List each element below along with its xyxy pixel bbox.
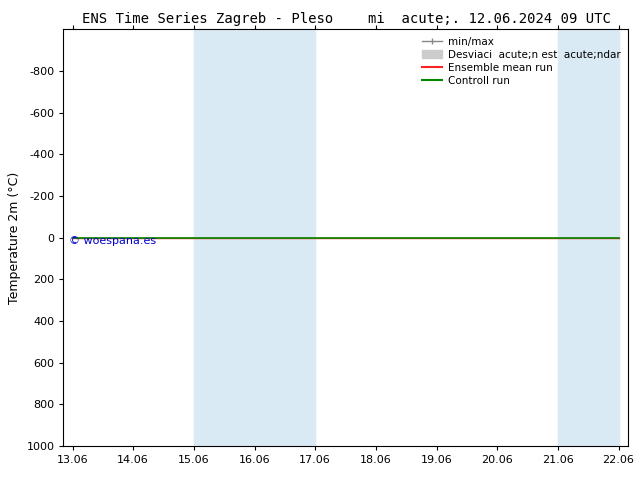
Text: ENS Time Series Zagreb - Pleso: ENS Time Series Zagreb - Pleso <box>82 12 333 26</box>
Bar <box>558 29 619 446</box>
Bar <box>194 29 315 446</box>
Text: © woespana.es: © woespana.es <box>69 236 156 245</box>
Y-axis label: Temperature 2m (°C): Temperature 2m (°C) <box>8 172 21 304</box>
Legend: min/max, Desviaci  acute;n est  acute;ndar, Ensemble mean run, Controll run: min/max, Desviaci acute;n est acute;ndar… <box>417 32 624 90</box>
Text: mi  acute;. 12.06.2024 09 UTC: mi acute;. 12.06.2024 09 UTC <box>368 12 611 26</box>
